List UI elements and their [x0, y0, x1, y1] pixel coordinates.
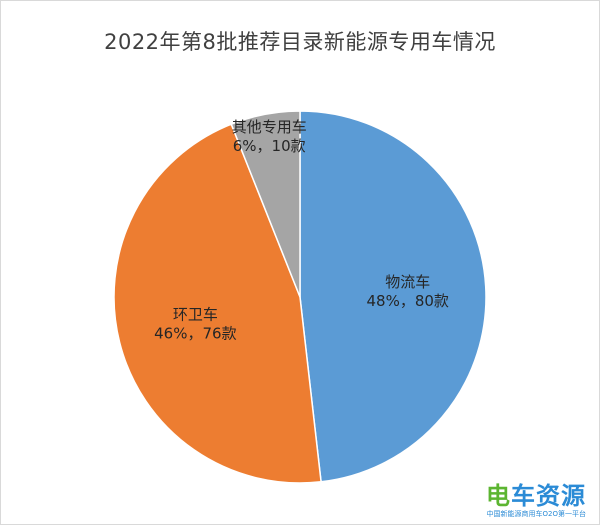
slice-label-name: 环卫车	[173, 305, 218, 323]
pie-slice	[113, 123, 322, 484]
slice-label-name: 物流车	[385, 273, 430, 291]
watermark-subtitle: 中国新能源商用车O2O第一平台	[486, 510, 586, 518]
slice-label-percent: 46%，76款	[154, 324, 236, 342]
slice-label: 其他专用车 6%，10款	[232, 118, 307, 155]
chart-title: 2022年第8批推荐目录新能源专用车情况	[104, 30, 496, 54]
slice-label-percent: 6%，10款	[233, 137, 306, 155]
slice-label-name: 其他专用车	[232, 118, 307, 136]
watermark-brand-part2: 车资源	[511, 482, 586, 510]
slice-label-percent: 48%，80款	[366, 292, 448, 310]
watermark-logo: 电车资源 中国新能源商用车O2O第一平台	[446, 482, 586, 519]
watermark-brand: 电车资源	[446, 482, 586, 510]
pie-slices	[113, 110, 487, 484]
pie-slice	[230, 110, 301, 298]
slice-label: 环卫车 46%，76款	[154, 305, 236, 342]
pie-slice	[299, 110, 487, 483]
watermark-brand-part1: 电	[486, 482, 511, 510]
slice-label: 物流车 48%，80款	[366, 273, 448, 310]
